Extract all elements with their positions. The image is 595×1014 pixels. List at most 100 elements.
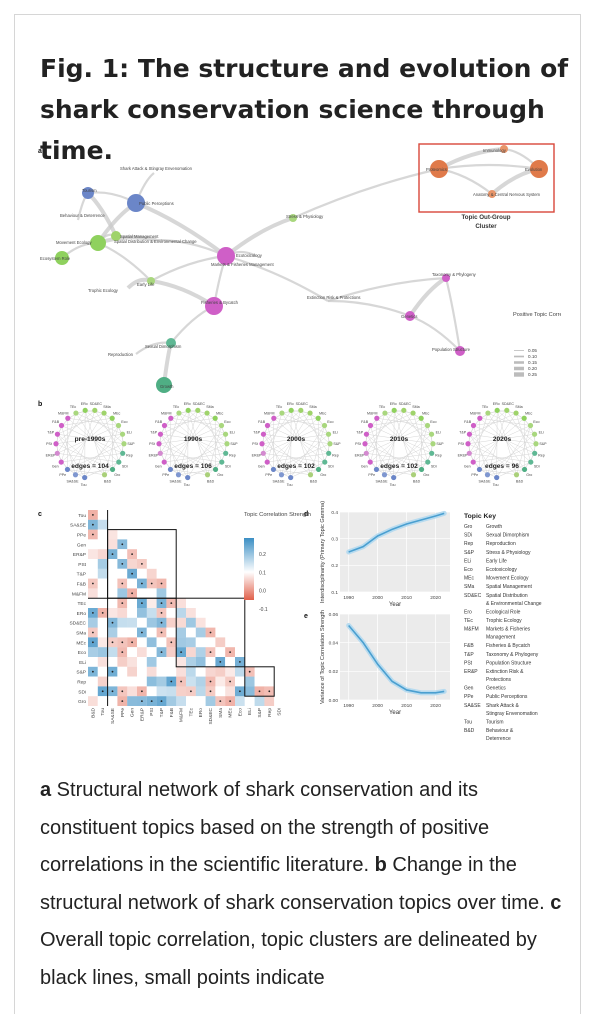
topic-key-code: F&B — [464, 643, 474, 649]
heatmap-cell — [108, 539, 118, 549]
ring-node-label: S&P — [436, 442, 444, 446]
ring-node — [261, 432, 266, 437]
ring-node — [185, 475, 190, 480]
ring-node — [485, 410, 490, 415]
heatmap-cell — [176, 608, 186, 618]
panel-label-c: c — [38, 511, 42, 518]
ring-node-label: PSt — [458, 442, 464, 446]
ring-node — [532, 451, 537, 456]
network-legend: Positive Topic Correlation Strength0.050… — [513, 312, 561, 377]
heatmap-cell — [225, 686, 235, 696]
ring-node-label: B&D — [104, 480, 112, 484]
ring-node — [158, 432, 163, 437]
heatmap-point — [121, 641, 123, 643]
ring-node-label: TEc — [70, 405, 77, 409]
heatmap-cell — [108, 579, 118, 589]
network-node-label: Sexual Dimorphism — [145, 344, 182, 349]
heatmap-y-label: SA&SE — [70, 523, 86, 529]
ring-node-label: SA&SE — [272, 480, 285, 484]
heatmap-point — [141, 583, 143, 585]
ring-node-label: SDi — [328, 464, 334, 468]
network-node — [90, 235, 106, 251]
heatmap-cell — [88, 539, 98, 549]
heatmap-point — [131, 573, 133, 575]
heatmap-cell — [108, 588, 118, 598]
ring-node — [271, 416, 276, 421]
ring-node — [522, 467, 527, 472]
ring-node-label: Rep — [435, 454, 442, 458]
heatmap-point — [112, 641, 114, 643]
network-node-label: Public Perceptions — [139, 201, 174, 206]
network-node-label: Reproduction — [108, 352, 134, 357]
x-tick-label: 2000 — [372, 703, 383, 709]
ring-node-label: ERo — [184, 402, 191, 406]
heatmap-cell — [108, 657, 118, 667]
heatmap-cell — [137, 608, 147, 618]
ring-node — [55, 432, 60, 437]
ring-node — [298, 408, 303, 413]
heatmap-x-label: ER&P — [139, 708, 145, 721]
ring-edges-label: edges = 96 — [485, 463, 519, 470]
y-tick-label: 0.00 — [329, 698, 339, 704]
heatmap-cell — [235, 696, 245, 706]
ring-node — [121, 441, 126, 446]
heatmap-legend-tick: 0.1 — [259, 570, 266, 576]
ring-node — [382, 410, 387, 415]
network-edge — [328, 301, 410, 316]
network-node-label: Markets & Fisheries Management — [211, 262, 274, 267]
heatmap-cell — [147, 637, 157, 647]
heatmap-cell — [137, 569, 147, 579]
network-node-label: Extinction Risk & Protections — [307, 295, 361, 300]
network-node-label: Spatial Distribution & Environmental Cha… — [114, 239, 197, 244]
heatmap-cell — [196, 647, 206, 657]
ring-node — [289, 408, 294, 413]
heatmap-legend-tick: -0.1 — [259, 607, 268, 613]
ring-node — [65, 467, 70, 472]
heatmap-y-label: Gen — [77, 542, 86, 548]
heatmap-x-label: SMa — [218, 708, 224, 718]
heatmap-cell — [186, 608, 196, 618]
ring-node-label: SD&EC — [399, 402, 412, 406]
network-node-label: Evolution — [525, 167, 543, 172]
heatmap-point — [229, 681, 231, 683]
heatmap-cell — [186, 696, 196, 706]
heatmap-cell — [88, 647, 98, 657]
heatmap-point — [141, 690, 143, 692]
ring-node-label: ERo — [81, 402, 88, 406]
heatmap-cell — [117, 657, 127, 667]
network-node-label: Population Structure — [432, 347, 471, 352]
network-edge — [410, 278, 446, 316]
heatmap-point — [92, 583, 94, 585]
ring-edges-label: edges = 102 — [277, 463, 315, 470]
heatmap-cell — [157, 667, 167, 677]
heatmap-point — [161, 632, 163, 634]
ring-node — [156, 441, 161, 446]
heatmap-x-label: Rep — [267, 708, 273, 717]
heatmap-cell — [98, 598, 108, 608]
ring-node-label: T&P — [253, 431, 261, 435]
heatmap-cell — [117, 628, 127, 638]
ring-node — [120, 432, 125, 437]
ring-node-label: M&FM — [367, 411, 378, 415]
ring-edges-label: edges = 106 — [174, 463, 212, 470]
plot-background — [340, 614, 450, 700]
y-tick-label: 0.3 — [331, 536, 338, 542]
ring-node — [368, 459, 373, 464]
heatmap-x-label: B&D — [90, 707, 96, 717]
heatmap-y-label: TEc — [77, 601, 86, 607]
topic-key-name: Taxonomy & Phylogeny — [486, 652, 539, 658]
heatmap-point — [112, 671, 114, 673]
caption-c-label: c — [550, 892, 561, 914]
x-tick-label: 1990 — [343, 703, 354, 709]
topic-key-code: Gro — [464, 524, 473, 530]
heatmap-cell — [147, 686, 157, 696]
heatmap-point — [210, 681, 212, 683]
ring-node — [485, 472, 490, 477]
ring-node-label: Eco — [533, 420, 539, 424]
y-tick-label: 0.06 — [329, 612, 339, 618]
ring-node — [316, 416, 321, 421]
